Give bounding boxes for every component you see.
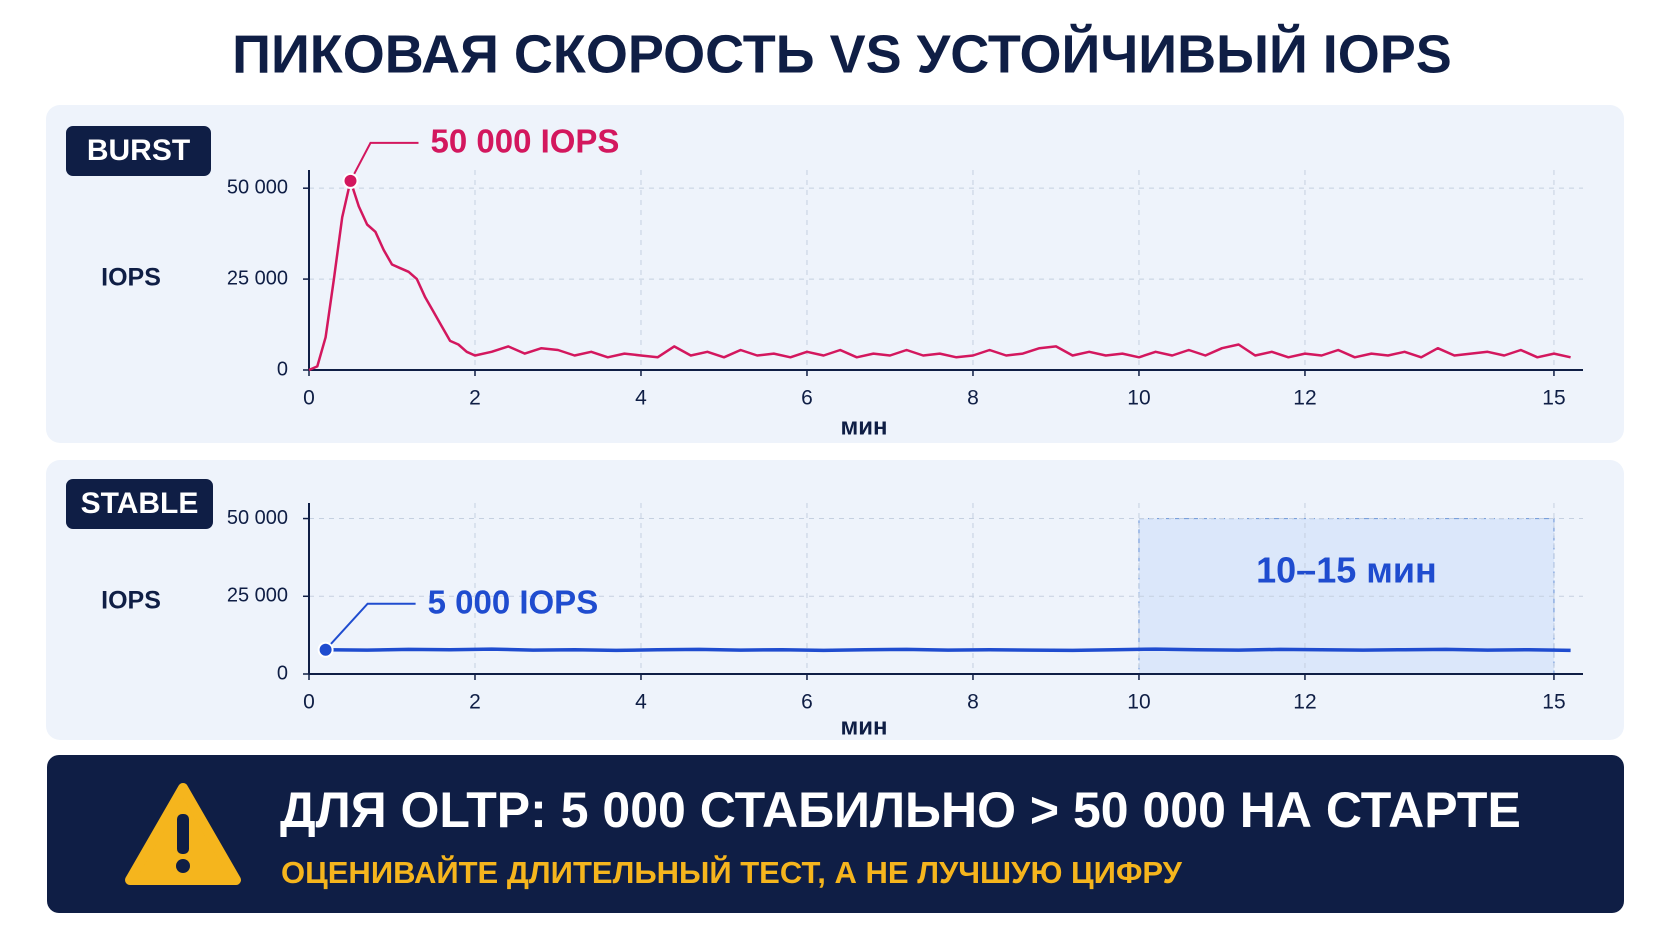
x-tick-label: 15 (1542, 387, 1565, 410)
x-tick-label: 0 (303, 691, 315, 714)
annotation-leader (349, 141, 419, 182)
x-tick-label: 12 (1293, 691, 1316, 714)
badge-label: STABLE (81, 487, 199, 520)
x-axis-label: мин (840, 413, 887, 440)
x-axis-label: мин (840, 713, 887, 740)
annotation-leader (324, 602, 416, 651)
callout-box (47, 755, 1624, 913)
annotation-point (342, 172, 359, 189)
y-tick-label: 0 (277, 358, 288, 380)
annotation-label: 50 000 IOPS (430, 123, 619, 160)
annotation-point (317, 641, 334, 658)
x-tick-label: 2 (469, 387, 481, 410)
x-tick-label: 2 (469, 691, 481, 714)
y-tick-label: 50 000 (227, 507, 288, 529)
badge (66, 126, 211, 176)
x-tick-label: 0 (303, 387, 315, 410)
warning-dot (176, 859, 190, 873)
y-axis-label: IOPS (101, 587, 161, 615)
series-line (308, 179, 1571, 372)
x-tick-label: 10 (1127, 387, 1150, 410)
x-tick-label: 8 (967, 691, 979, 714)
warning-icon (125, 783, 241, 885)
panel (46, 105, 1624, 443)
y-tick-label: 50 000 (227, 176, 288, 198)
annotation-label: 5 000 IOPS (428, 583, 599, 620)
x-tick-label: 4 (635, 691, 647, 714)
x-tick-label: 10 (1127, 691, 1150, 714)
badge (66, 479, 213, 529)
title: ПИКОВАЯ СКОРОСТЬ VS УСТОЙЧИВЫЙ IOPS (232, 23, 1452, 84)
y-tick-label: 0 (277, 662, 288, 684)
series-line (325, 647, 1571, 653)
callout-headline: ДЛЯ OLTP: 5 000 СТАБИЛЬНО > 50 000 НА СТ… (280, 782, 1521, 838)
highlight-label: 10–15 мин (1256, 550, 1437, 591)
x-tick-label: 12 (1293, 387, 1316, 410)
x-tick-label: 8 (967, 387, 979, 410)
x-tick-label: 15 (1542, 691, 1565, 714)
x-tick-label: 6 (801, 691, 813, 714)
callout-subline: ОЦЕНИВАЙТЕ ДЛИТЕЛЬНЫЙ ТЕСТ, А НЕ ЛУЧШУЮ … (281, 854, 1183, 890)
y-tick-label: 25 000 (227, 267, 288, 289)
y-tick-label: 25 000 (227, 585, 288, 607)
x-tick-label: 4 (635, 387, 647, 410)
badge-label: BURST (87, 134, 190, 167)
y-axis-label: IOPS (101, 264, 161, 292)
x-tick-label: 6 (801, 387, 813, 410)
warning-mark (177, 814, 189, 854)
